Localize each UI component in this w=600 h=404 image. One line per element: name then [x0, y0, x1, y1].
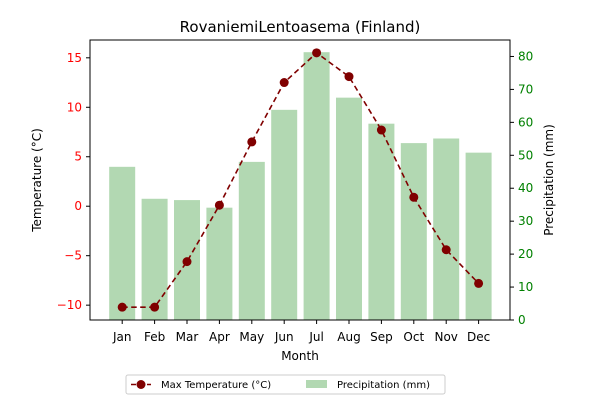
temperature-point-apr [214, 200, 224, 210]
plot-frame [89, 39, 511, 321]
y-axis-label-right: Precipitation (mm) [542, 124, 556, 236]
left-tick-label: 5 [74, 150, 82, 164]
x-tick-label: Apr [209, 330, 230, 344]
temperature-point-may [247, 137, 257, 147]
x-tick-label: Jan [112, 330, 132, 344]
left-tick-label: 10 [67, 100, 82, 114]
x-tick-label: Aug [337, 330, 360, 344]
legend-label-precipitation: Precipitation (mm) [337, 380, 430, 391]
right-axis: 0 10 20 30 40 50 60 70 80 [510, 49, 533, 327]
precipitation-bar-sep [368, 123, 395, 320]
temperature-point-dec [474, 278, 484, 288]
left-tick-label: −5 [64, 249, 82, 263]
temperature-point-feb [150, 302, 160, 312]
precipitation-bar-dec [465, 152, 492, 320]
right-tick-label: 0 [518, 313, 526, 327]
legend-frame [125, 374, 446, 395]
legend: Max Temperature (°C) Precipitation (mm) [125, 374, 446, 395]
x-axis-label: Month [281, 349, 319, 363]
right-tick-label: 70 [518, 82, 533, 96]
temperature-point-jan [117, 302, 127, 312]
precipitation-bar-feb [141, 198, 168, 320]
precipitation-bar-jul [303, 52, 330, 320]
temperature-line [122, 51, 480, 308]
temperature-point-jun [279, 78, 289, 88]
right-tick-label: 50 [518, 148, 533, 162]
right-tick-label: 10 [518, 280, 533, 294]
legend-bar-swatch [306, 380, 327, 388]
x-tick-label: Jun [274, 330, 294, 344]
x-tick-label: Dec [467, 330, 490, 344]
chart-title: RovaniemiLentoasema (Finland) [180, 18, 421, 36]
x-tick-label: Mar [176, 330, 199, 344]
left-tick-label: 15 [67, 51, 82, 65]
x-tick-label: Jul [308, 330, 323, 344]
temperature-point-oct [409, 192, 419, 202]
precipitation-bar-apr [206, 207, 233, 320]
temperature-point-nov [441, 245, 451, 255]
legend-marker-swatch [136, 380, 146, 389]
precipitation-bar-jun [271, 109, 298, 320]
precipitation-bar-nov [433, 138, 460, 320]
left-tick-label: 0 [74, 199, 82, 213]
right-tick-label: 30 [518, 214, 533, 228]
line-layer [117, 48, 484, 312]
right-tick-label: 80 [518, 49, 533, 63]
x-tick-label: Feb [144, 330, 165, 344]
left-tick-label: −10 [57, 298, 82, 312]
temperature-point-sep [376, 125, 386, 135]
x-tick-label: Nov [434, 330, 457, 344]
temperature-point-mar [182, 257, 192, 267]
x-tick-label: Sep [370, 330, 393, 344]
x-tick-label: Oct [403, 330, 424, 344]
precipitation-bar-oct [400, 143, 427, 320]
right-tick-label: 20 [518, 247, 533, 261]
temperature-point-jul [312, 48, 322, 58]
legend-label-temperature: Max Temperature (°C) [161, 380, 271, 391]
right-tick-label: 60 [518, 115, 533, 129]
precipitation-bar-may [238, 161, 265, 320]
x-axis: Jan Feb Mar Apr May Jun Jul Aug Sep Oct Nov Dec [112, 320, 490, 344]
y-axis-label-left: Temperature (°C) [30, 128, 44, 233]
precipitation-bar-aug [336, 97, 362, 321]
right-tick-label: 40 [518, 181, 533, 195]
precipitation-bar-jan [109, 166, 136, 320]
temperature-point-aug [344, 72, 354, 82]
left-axis: −10 −5 0 5 10 15 [57, 51, 90, 312]
x-tick-label: May [239, 330, 264, 344]
bars-layer [109, 52, 492, 321]
